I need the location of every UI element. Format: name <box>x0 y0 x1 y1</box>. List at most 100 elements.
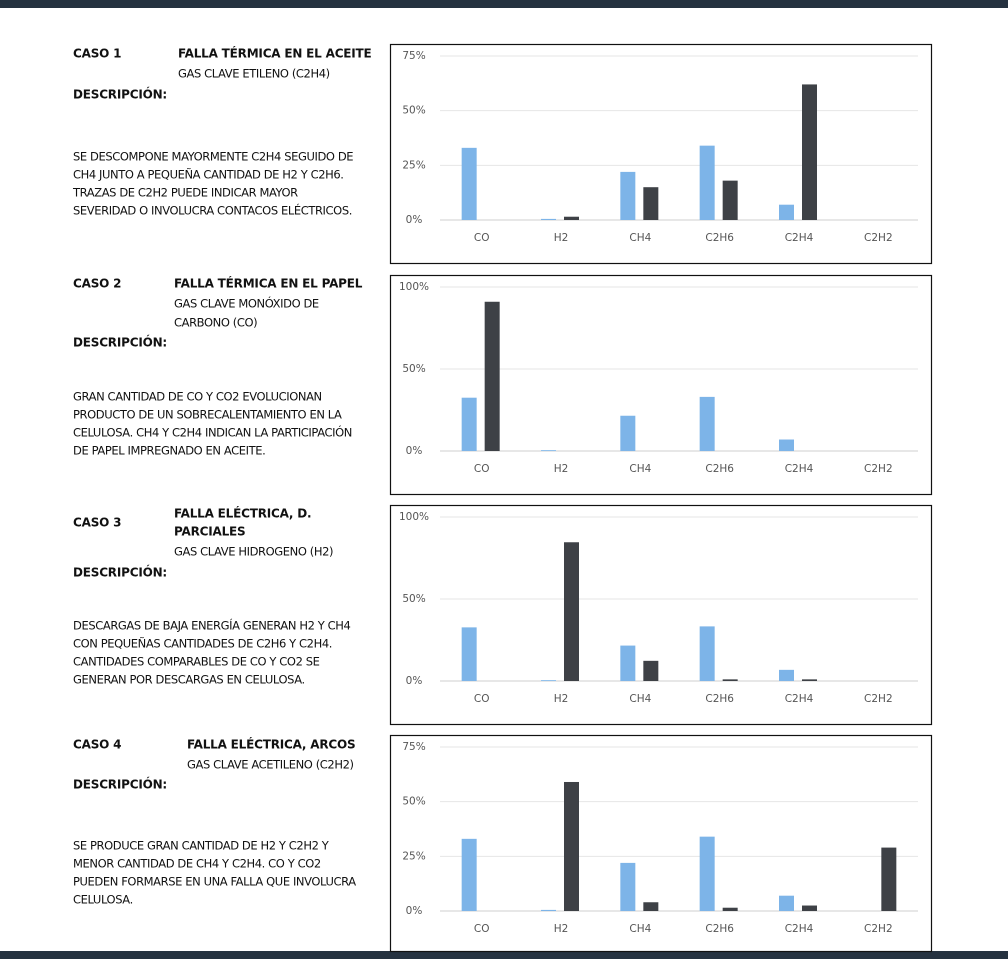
bar <box>564 216 579 220</box>
case-label: CASO 4 <box>73 738 121 752</box>
y-tick-label: 50% <box>402 593 425 605</box>
top-bar <box>0 0 1008 8</box>
bottom-bar <box>0 951 1008 959</box>
x-tick-label: C2H6 <box>705 232 734 244</box>
bar <box>722 907 738 911</box>
bar <box>643 902 659 911</box>
bar <box>541 218 556 220</box>
key-gas: GAS CLAVE HIDROGENO (H2) <box>174 545 333 559</box>
bar <box>722 679 738 681</box>
case-label: CASO 1 <box>73 47 121 61</box>
x-tick-label: CH4 <box>629 923 651 935</box>
chart-frame <box>389 274 933 496</box>
bar <box>620 171 636 220</box>
case-title: FALLA TÉRMICA EN EL PAPEL <box>174 276 363 291</box>
bar <box>779 669 794 681</box>
x-tick-label: C2H6 <box>705 693 734 705</box>
y-tick-label: 50% <box>402 363 425 375</box>
bar <box>779 439 794 451</box>
bar <box>643 660 659 681</box>
x-tick-label: CH4 <box>629 232 651 244</box>
x-tick-label: C2H4 <box>785 693 814 705</box>
bar <box>779 204 794 220</box>
bar <box>699 145 715 220</box>
description-heading: DESCRIPCIÓN: <box>73 335 167 350</box>
chart-frame <box>389 734 933 953</box>
description-line: SE DESCOMPONE MAYORMENTE C2H4 SEGUIDO DE <box>73 150 353 164</box>
description-line: SE PRODUCE GRAN CANTIDAD DE H2 Y C2H2 Y <box>73 839 330 853</box>
x-tick-label: H2 <box>554 463 569 475</box>
x-tick-label: H2 <box>554 693 569 705</box>
case-title: FALLA ELÉCTRICA, ARCOS <box>187 737 355 752</box>
x-tick-label: C2H6 <box>705 923 734 935</box>
case-label: CASO 3 <box>73 516 121 530</box>
bar <box>541 450 556 451</box>
description-line: CANTIDADES COMPARABLES DE CO Y CO2 SE <box>73 655 320 669</box>
description-line: CON PEQUEÑAS CANTIDADES DE C2H6 Y C2H4. <box>73 636 332 651</box>
case-label: CASO 2 <box>73 277 121 291</box>
description-line: DE PAPEL IMPREGNADO EN ACEITE. <box>73 444 265 458</box>
x-tick-label: CH4 <box>629 693 651 705</box>
y-tick-label: 100% <box>399 281 429 293</box>
bar <box>802 905 817 911</box>
description-line: MENOR CANTIDAD DE CH4 Y C2H4. CO Y CO2 <box>73 857 321 871</box>
description-heading: DESCRIPCIÓN: <box>73 565 167 580</box>
bar <box>564 781 579 911</box>
description-line: DESCARGAS DE BAJA ENERGÍA GENERAN H2 Y C… <box>73 618 351 633</box>
y-tick-label: 0% <box>406 445 423 457</box>
x-tick-label: H2 <box>554 232 569 244</box>
bar <box>564 542 579 681</box>
x-tick-label: C2H2 <box>864 463 893 475</box>
bar <box>699 836 715 911</box>
bar <box>881 847 897 911</box>
y-tick-label: 25% <box>402 850 425 862</box>
y-tick-label: 50% <box>402 105 425 117</box>
key-gas: GAS CLAVE MONÓXIDO DE <box>174 296 319 311</box>
x-tick-label: CO <box>474 693 490 705</box>
description-line: TRAZAS DE C2H2 PUEDE INDICAR MAYOR <box>72 186 298 200</box>
x-tick-label: C2H4 <box>785 463 814 475</box>
y-tick-label: 0% <box>406 214 423 226</box>
description-heading: DESCRIPCIÓN: <box>73 87 167 102</box>
description-line: CELULOSA. <box>73 893 133 907</box>
y-tick-label: 25% <box>402 159 425 171</box>
x-tick-label: C2H2 <box>864 693 893 705</box>
description-line: CELULOSA. CH4 Y C2H4 INDICAN LA PARTICIP… <box>73 425 352 440</box>
bar <box>802 84 817 220</box>
x-tick-label: C2H4 <box>785 923 814 935</box>
key-gas: GAS CLAVE ACETILENO (C2H2) <box>187 758 354 772</box>
bar <box>699 626 715 681</box>
case-title: FALLA TÉRMICA EN EL ACEITE <box>178 46 372 61</box>
x-tick-label: CH4 <box>629 463 651 475</box>
bar <box>620 862 636 911</box>
bar <box>620 645 636 681</box>
bar <box>461 838 477 911</box>
chart-frame <box>389 504 933 726</box>
key-gas: GAS CLAVE ETILENO (C2H4) <box>178 67 330 81</box>
bar <box>461 627 477 681</box>
y-tick-label: 75% <box>402 50 425 62</box>
x-tick-label: C2H2 <box>864 923 893 935</box>
y-tick-label: 75% <box>402 741 425 753</box>
x-tick-label: H2 <box>554 923 569 935</box>
y-tick-label: 50% <box>402 796 425 808</box>
bar <box>541 909 556 911</box>
y-tick-label: 0% <box>406 675 423 687</box>
x-tick-label: CO <box>474 463 490 475</box>
chart-frame <box>389 43 933 265</box>
bar <box>461 397 477 451</box>
bar <box>779 895 794 911</box>
bar <box>620 415 636 451</box>
description-line: PUEDEN FORMARSE EN UNA FALLA QUE INVOLUC… <box>73 875 356 889</box>
bar <box>722 180 738 220</box>
bar <box>461 147 477 220</box>
x-tick-label: C2H2 <box>864 232 893 244</box>
y-tick-label: 0% <box>406 905 423 917</box>
x-tick-label: C2H6 <box>705 463 734 475</box>
bar <box>541 680 556 681</box>
bar <box>699 396 715 451</box>
description-line: CH4 JUNTO A PEQUEÑA CANTIDAD DE H2 Y C2H… <box>73 167 344 182</box>
case-title: FALLA ELÉCTRICA, D. <box>174 506 311 521</box>
